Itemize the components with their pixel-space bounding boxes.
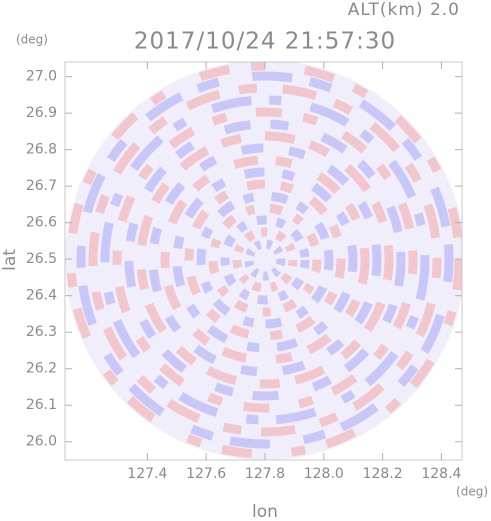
x-tick-label: 127.8 <box>245 466 285 482</box>
x-tick-label: 128.2 <box>363 466 403 482</box>
y-tick-label: 26.5 <box>26 251 57 267</box>
x-tick-label: 127.4 <box>127 466 167 482</box>
y-tick-label: 26.4 <box>26 288 57 304</box>
y-axis-label: lat <box>0 249 20 271</box>
y-tick-label: 26.9 <box>26 105 57 121</box>
y-tick-label: 26.8 <box>26 142 57 158</box>
x-tick-label: 128.4 <box>421 466 461 482</box>
x-tick-label: 128.0 <box>304 466 344 482</box>
y-tick-label: 26.2 <box>26 361 57 377</box>
altitude-label: ALT(km) 2.0 <box>348 0 460 20</box>
y-tick-label: 26.1 <box>26 397 57 413</box>
plot-frame <box>64 61 463 461</box>
x-axis-label: lon <box>252 502 278 521</box>
y-tick-label: 26.0 <box>26 434 57 450</box>
y-tick-label: 26.6 <box>26 215 57 231</box>
x-tick-label: 127.6 <box>186 466 226 482</box>
radar-field <box>65 62 462 460</box>
y-tick-label: 26.3 <box>26 324 57 340</box>
chart-title: 2017/10/24 21:57:30 <box>134 29 396 55</box>
y-unit: (deg) <box>16 33 48 47</box>
y-tick-label: 27.0 <box>26 69 57 85</box>
x-unit: (deg) <box>456 485 488 499</box>
y-tick-label: 26.7 <box>26 178 57 194</box>
